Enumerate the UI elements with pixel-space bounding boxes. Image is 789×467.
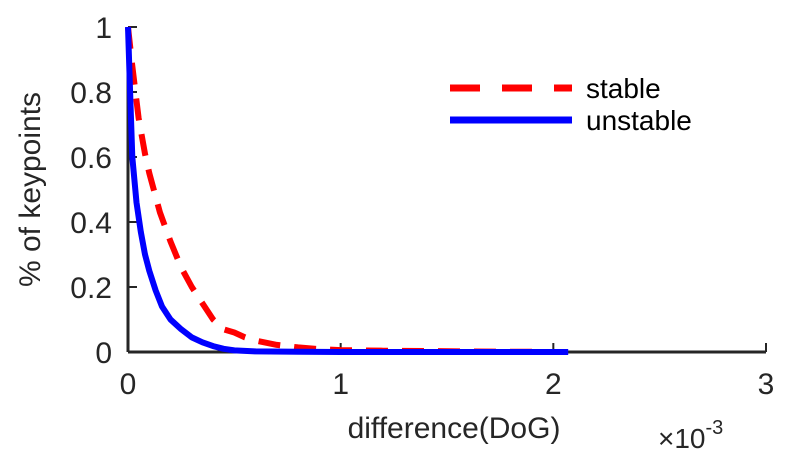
x-axis-multiplier-base: ×10	[658, 423, 706, 454]
x-axis-label: difference(DoG)	[348, 412, 561, 445]
y-tick-label: 0.8	[70, 77, 112, 110]
x-axis-multiplier: ×10-3	[658, 417, 723, 454]
series-line-unstable	[125, 26, 569, 355]
x-axis-multiplier-exponent: -3	[706, 417, 724, 439]
x-tick-label: 1	[332, 368, 349, 401]
legend-label-unstable: unstable	[586, 105, 692, 136]
y-tick-label: 0.2	[70, 272, 112, 305]
y-tick-label: 1	[95, 12, 112, 45]
x-tick-label: 2	[545, 368, 562, 401]
legend-label-stable: stable	[586, 73, 661, 104]
series-line-stable	[125, 26, 543, 355]
series-layer	[125, 26, 569, 355]
axes: 0 0.2 0.4 0.6 0.8 1 0 1 2 3	[70, 12, 774, 401]
x-tick-label: 3	[758, 368, 775, 401]
x-tick-label: 0	[120, 368, 137, 401]
y-tick-label: 0.4	[70, 207, 112, 240]
y-tick-label: 0.6	[70, 142, 112, 175]
y-axis-label: % of keypoints	[14, 92, 47, 287]
y-tick-label: 0	[95, 337, 112, 370]
